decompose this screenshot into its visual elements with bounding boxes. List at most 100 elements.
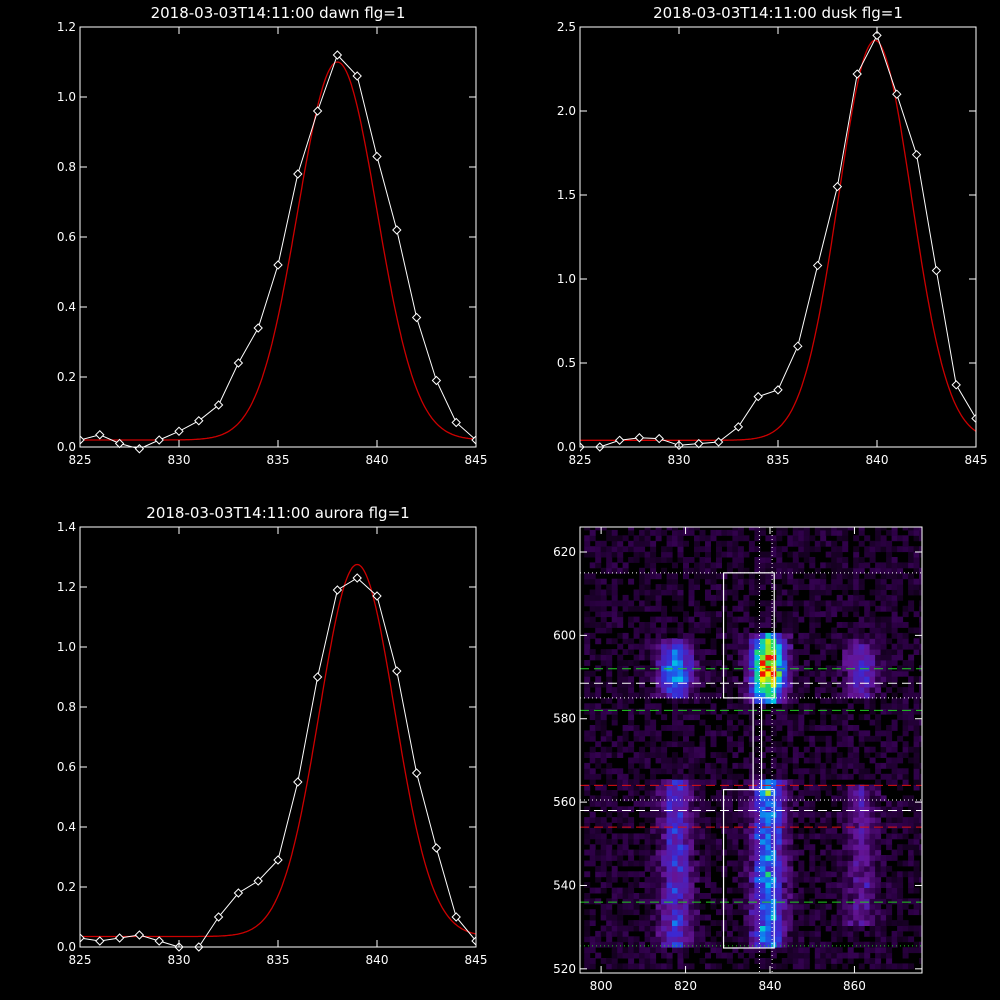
heatmap-cell: [770, 719, 777, 726]
data-point: [911, 149, 922, 160]
heatmap-cell: [864, 827, 871, 834]
heatmap-cell: [726, 589, 733, 596]
heatmap-cell: [694, 681, 700, 688]
heatmap-cell: [880, 605, 887, 612]
heatmap-cell: [875, 762, 882, 769]
heatmap-cell: [726, 952, 733, 959]
heatmap-cell: [595, 562, 602, 569]
heatmap-cell: [617, 963, 624, 970]
heatmap-cell: [798, 730, 805, 737]
heatmap-cell: [677, 692, 684, 699]
heatmap-cell: [748, 947, 755, 954]
heatmap-cell: [628, 784, 635, 791]
heatmap-cell: [776, 800, 783, 807]
data-point: [694, 438, 704, 449]
heatmap-cell: [644, 730, 651, 737]
heatmap-cell: [781, 925, 788, 932]
heatmap-cell: [776, 930, 783, 937]
heatmap-cell: [880, 838, 887, 845]
heatmap-cell: [622, 594, 629, 601]
heatmap-cell: [737, 887, 744, 894]
heatmap-cell: [787, 730, 794, 737]
heatmap-cell: [825, 551, 832, 558]
heatmap-cell: [748, 725, 755, 731]
heatmap-cell: [886, 746, 893, 753]
heatmap-cell: [902, 535, 909, 542]
heatmap-cell: [776, 947, 783, 954]
heatmap-cell: [864, 865, 871, 872]
heatmap-cell: [606, 920, 613, 926]
heatmap-cell: [792, 855, 799, 861]
heatmap-cell: [677, 589, 684, 596]
heatmap-cell: [639, 605, 646, 612]
heatmap-cell: [633, 925, 640, 932]
heatmap-cell: [759, 600, 766, 607]
heatmap-cell: [897, 573, 904, 580]
heatmap-cell: [809, 557, 816, 563]
heatmap-cell: [606, 584, 613, 590]
heatmap-cell: [650, 925, 657, 932]
heatmap-cell: [677, 871, 684, 878]
heatmap-cell: [880, 865, 887, 872]
heatmap-cell: [886, 529, 893, 536]
heatmap-cell: [897, 622, 904, 628]
heatmap-cell: [677, 594, 684, 601]
heatmap-cell: [891, 535, 898, 542]
heatmap-cell: [858, 898, 865, 905]
heatmap-cell: [628, 882, 635, 888]
heatmap-cell: [908, 876, 915, 883]
heatmap-cell: [633, 605, 640, 612]
heatmap-cell: [611, 865, 618, 872]
data-point: [892, 89, 902, 99]
heatmap-cell: [858, 838, 865, 845]
heatmap-cell: [622, 849, 629, 856]
heatmap-cell: [666, 551, 673, 558]
heatmap-cell: [858, 567, 865, 574]
heatmap-cell: [836, 605, 843, 612]
heatmap-cell: [776, 741, 783, 748]
heatmap-cell: [710, 567, 717, 574]
heatmap-cell: [809, 578, 816, 585]
heatmap-cell: [831, 600, 838, 607]
heatmap-cell: [661, 822, 668, 829]
heatmap-cell: [908, 898, 915, 905]
heatmap-cell: [694, 811, 700, 818]
heatmap-cell: [655, 616, 662, 623]
heatmap-cell: [913, 730, 920, 737]
heatmap-cell: [842, 920, 849, 926]
heatmap-cell: [726, 714, 733, 721]
heatmap-cell: [765, 605, 772, 612]
heatmap-cell: [842, 557, 849, 563]
heatmap-cell: [644, 833, 651, 840]
heatmap-cell: [875, 833, 882, 840]
heatmap-cell: [792, 584, 799, 590]
heatmap-cell: [825, 925, 832, 932]
heatmap-cell: [721, 898, 728, 905]
heatmap-cell: [639, 708, 646, 715]
heatmap-cell: [650, 573, 657, 580]
heatmap-cell: [809, 703, 816, 710]
heatmap-cell: [919, 605, 922, 612]
heatmap-cell: [875, 827, 882, 834]
heatmap-cell: [650, 703, 657, 710]
heatmap-cell: [776, 827, 783, 834]
heatmap-cell: [787, 670, 794, 677]
heatmap-cell: [869, 670, 876, 677]
heatmap-cell: [644, 920, 651, 926]
heatmap-cell: [875, 784, 882, 791]
heatmap-cell: [650, 958, 657, 964]
heatmap-cell: [842, 562, 849, 569]
heatmap-cell: [831, 676, 838, 683]
heatmap-cell: [891, 697, 898, 704]
heatmap-cell: [858, 627, 865, 634]
heatmap-cell: [776, 687, 783, 693]
heatmap-cell: [705, 849, 711, 856]
heatmap-cell: [611, 616, 618, 623]
heatmap-cell: [847, 670, 854, 677]
heatmap-cell: [705, 833, 711, 840]
heatmap-cell: [842, 909, 849, 916]
heatmap-cell: [864, 871, 871, 878]
heatmap-cell: [716, 790, 722, 796]
heatmap-cell: [672, 849, 678, 856]
heatmap-cell: [814, 784, 821, 791]
